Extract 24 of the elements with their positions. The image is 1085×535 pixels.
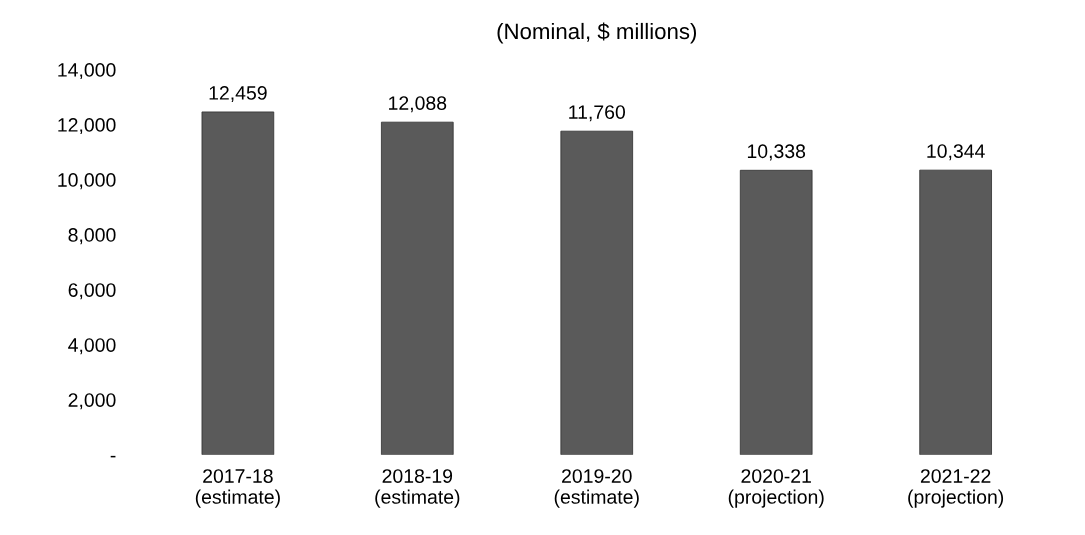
chart-title: (Nominal, $ millions) bbox=[497, 22, 697, 44]
y-tick-label: 4,000 bbox=[68, 338, 116, 355]
y-tick-label: 12,000 bbox=[58, 118, 116, 135]
bar bbox=[381, 121, 454, 455]
bar bbox=[201, 111, 275, 455]
y-tick-label: 14,000 bbox=[58, 63, 116, 80]
data-label: 10,344 bbox=[927, 144, 985, 161]
data-label: 10,338 bbox=[747, 144, 806, 161]
x-tick-label: 2020-21 (projection) bbox=[728, 469, 824, 508]
data-label: 12,088 bbox=[389, 96, 447, 113]
x-tick-label: 2018-19 (estimate) bbox=[375, 469, 460, 508]
y-tick-label: - bbox=[110, 455, 116, 458]
y-tick-label: 6,000 bbox=[68, 283, 116, 300]
y-tick-label: 8,000 bbox=[68, 228, 116, 245]
bar bbox=[560, 130, 634, 455]
bar bbox=[739, 169, 813, 455]
data-label: 12,459 bbox=[209, 86, 267, 103]
y-tick-label: 10,000 bbox=[58, 173, 116, 190]
x-tick-label: 2021-22 (projection) bbox=[908, 469, 1004, 508]
x-tick-label: 2019-20 (estimate) bbox=[554, 469, 639, 508]
bar bbox=[919, 169, 992, 455]
y-tick-label: 2,000 bbox=[68, 393, 116, 410]
x-tick-label: 2017-18 (estimate) bbox=[195, 469, 280, 508]
data-label: 11,760 bbox=[569, 105, 626, 122]
